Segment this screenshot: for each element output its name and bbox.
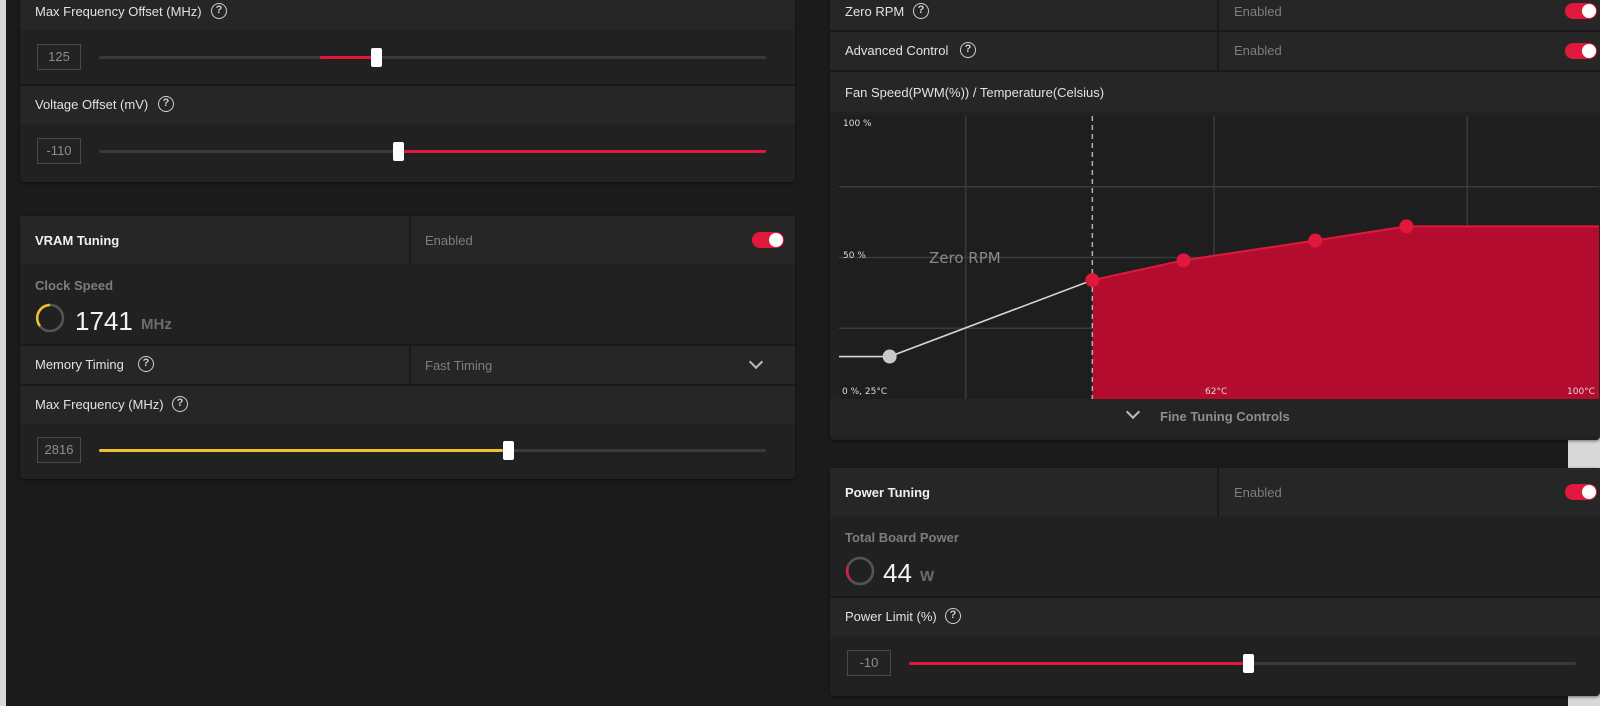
max-freq-offset-slider-row: 125 [20,32,795,84]
divider [830,30,1600,32]
chevron-down-icon[interactable] [748,354,764,370]
row-divider [1217,0,1219,30]
max-frequency-value[interactable]: 2816 [37,437,81,463]
divider [20,84,795,86]
curve-point[interactable] [882,349,897,364]
power-limit-label: Power Limit (%) [845,609,937,624]
curve-point[interactable] [1308,233,1323,248]
max-freq-offset-label: Max Frequency Offset (MHz) [35,4,202,19]
row-divider [409,346,411,384]
fan-curve-title: Fan Speed(PWM(%)) / Temperature(Celsius) [845,85,1105,100]
curve-point[interactable] [1399,219,1414,234]
memory-timing-help-icon[interactable]: ? [138,356,154,372]
curve-points [882,219,1414,364]
advanced-control-state: Enabled [1234,43,1282,58]
voltage-offset-fill [400,150,766,153]
advanced-control-label: Advanced Control [845,43,949,58]
voltage-offset-header: Voltage Offset (mV) ? [20,86,795,124]
vram-tuning-title: VRAM Tuning [35,233,120,248]
curve-point[interactable] [1176,253,1191,268]
max-freq-offset-thumb[interactable] [371,48,382,67]
memory-timing-dropdown[interactable]: Fast Timing [425,358,493,373]
divider [20,384,795,386]
advanced-control-row: Advanced Control ? Enabled [830,32,1600,70]
fine-tuning-row[interactable]: Fine Tuning Controls [830,396,1600,436]
power-limit-fill [909,662,1243,665]
divider [20,344,795,346]
row-divider [1217,32,1219,70]
max-freq-offset-track[interactable] [99,56,766,59]
power-limit-thumb[interactable] [1243,654,1254,673]
power-limit-slider-row: -10 [830,638,1600,690]
fan-curve-chart[interactable]: 100 % 50 % 0 %, 25°C 62°C 100°C Zero RPM [839,116,1599,399]
zero-rpm-row: Zero RPM ? Enabled [830,0,1600,30]
max-freq-offset-fill [320,56,380,59]
fan-curve-header: Fan Speed(PWM(%)) / Temperature(Celsius) [830,72,1600,112]
clock-speed-label: Clock Speed [35,278,114,293]
zero-rpm-annotation: Zero RPM [929,249,1001,267]
curve-area [1092,226,1599,399]
voltage-offset-thumb[interactable] [393,142,404,161]
zero-rpm-toggle[interactable] [1565,3,1597,19]
voltage-offset-value[interactable]: -110 [37,138,81,164]
clock-speed-unit: MHz [141,316,172,333]
clock-speed-section: Clock Speed 1741 MHz [20,264,795,344]
zero-rpm-help-icon[interactable]: ? [913,3,929,19]
power-limit-value[interactable]: -10 [847,650,891,676]
max-freq-offset-value[interactable]: 125 [37,44,81,70]
max-freq-offset-help-icon[interactable]: ? [211,3,227,19]
max-frequency-label: Max Frequency (MHz) [35,397,164,412]
header-divider [1217,468,1219,516]
vram-tuning-header: VRAM Tuning Enabled [20,216,795,264]
zero-rpm-label: Zero RPM [845,4,905,19]
max-frequency-slider-row: 2816 [20,426,795,476]
board-power-section: Total Board Power 44 W [830,516,1600,596]
origin-label: 0 %, 25°C [842,387,887,397]
divider [830,70,1600,72]
max-frequency-help-icon[interactable]: ? [172,396,188,412]
vram-tuning-panel: VRAM Tuning Enabled Clock Speed 1741 MHz… [20,216,795,479]
max-frequency-fill [99,449,503,452]
advanced-control-help-icon[interactable]: ? [960,42,976,58]
max-frequency-thumb[interactable] [503,441,514,460]
vram-tuning-state: Enabled [425,233,473,248]
voltage-offset-slider-row: -110 [20,126,795,178]
power-tuning-toggle[interactable] [1565,484,1597,500]
chevron-down-icon[interactable] [1125,404,1141,420]
memory-timing-row[interactable]: Memory Timing ? Fast Timing [20,346,795,384]
x-label-mid: 62°C [1205,387,1227,397]
header-divider [409,216,411,264]
fine-tuning-label[interactable]: Fine Tuning Controls [1160,409,1290,424]
voltage-offset-help-icon[interactable]: ? [158,96,174,112]
memory-timing-label: Memory Timing [35,357,124,372]
power-tuning-state: Enabled [1234,485,1282,500]
power-limit-help-icon[interactable]: ? [945,608,961,624]
curve-point[interactable] [1085,273,1100,288]
board-power-label: Total Board Power [845,530,959,545]
clock-speed-value: 1741 [75,306,133,336]
x-label-right: 100°C [1567,387,1595,397]
clock-gauge-icon [35,303,65,333]
power-gauge-icon [845,556,875,586]
voltage-offset-label: Voltage Offset (mV) [35,97,149,112]
gpu-tuning-panel: Max Frequency Offset (MHz) ? 125 Voltage… [20,0,795,182]
power-tuning-title: Power Tuning [845,485,930,500]
max-frequency-header: Max Frequency (MHz) ? [20,386,795,424]
zero-rpm-state: Enabled [1234,4,1282,19]
vram-tuning-toggle[interactable] [752,232,784,248]
power-limit-header: Power Limit (%) ? [830,598,1600,636]
y-label-top: 100 % [843,119,872,129]
y-label-mid: 50 % [843,251,866,261]
window-edge-left [0,0,6,706]
power-tuning-panel: Power Tuning Enabled Total Board Power 4… [830,468,1600,696]
max-freq-offset-header: Max Frequency Offset (MHz) ? [20,0,795,30]
power-tuning-header: Power Tuning Enabled [830,468,1600,516]
board-power-unit: W [920,568,935,585]
divider [830,596,1600,598]
advanced-control-toggle[interactable] [1565,43,1597,59]
board-power-value: 44 [883,558,912,588]
